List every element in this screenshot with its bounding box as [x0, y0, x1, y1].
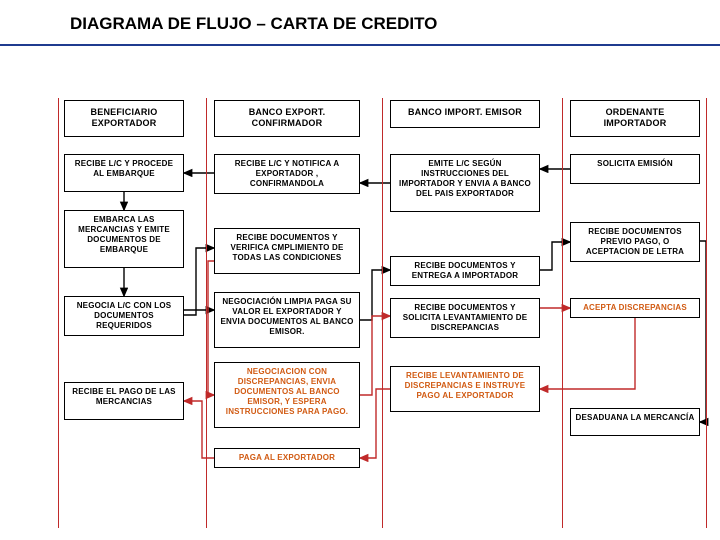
flow-node: RECIBE L/C Y PROCEDE AL EMBARQUE [64, 154, 184, 192]
column-header: BANCO IMPORT. EMISOR [390, 100, 540, 128]
flow-node: RECIBE DOCUMENTOS Y SOLICITA LEVANTAMIEN… [390, 298, 540, 338]
flow-node: NEGOCIACIÓN LIMPIA PAGA SU VALOR EL EXPO… [214, 292, 360, 348]
flow-node: RECIBE LEVANTAMIENTO DE DISCREPANCIAS E … [390, 366, 540, 412]
column-separator [58, 98, 59, 528]
flow-node: RECIBE DOCUMENTOS Y ENTREGA A IMPORTADOR [390, 256, 540, 286]
column-separator [382, 98, 383, 528]
flow-node: RECIBE DOCUMENTOS PREVIO PAGO, O ACEPTAC… [570, 222, 700, 262]
page-title: DIAGRAMA DE FLUJO – CARTA DE CREDITO [70, 14, 437, 34]
flow-node: EMBARCA LAS MERCANCIAS Y EMITE DOCUMENTO… [64, 210, 184, 268]
column-header: BENEFICIARIO EXPORTADOR [64, 100, 184, 137]
column-separator [562, 98, 563, 528]
column-separator [706, 98, 707, 528]
column-header: BANCO EXPORT. CONFIRMADOR [214, 100, 360, 137]
flow-node: NEGOCIA L/C CON LOS DOCUMENTOS REQUERIDO… [64, 296, 184, 336]
column-header: ORDENANTE IMPORTADOR [570, 100, 700, 137]
flow-node: NEGOCIACION CON DISCREPANCIAS, ENVIA DOC… [214, 362, 360, 428]
flow-diagram: BENEFICIARIO EXPORTADOR BANCO EXPORT. CON… [0, 98, 720, 538]
column-separator [206, 98, 207, 528]
flow-node: EMITE L/C SEGÚN INSTRUCCIONES DEL IMPORT… [390, 154, 540, 212]
flow-node: PAGA AL EXPORTADOR [214, 448, 360, 468]
flow-node: DESADUANA LA MERCANCÍA [570, 408, 700, 436]
flow-node: RECIBE L/C Y NOTIFICA A EXPORTADOR , CON… [214, 154, 360, 194]
flow-node: RECIBE EL PAGO DE LAS MERCANCIAS [64, 382, 184, 420]
flow-node: SOLICITA EMISIÓN [570, 154, 700, 184]
title-rule [0, 44, 720, 46]
flow-node: RECIBE DOCUMENTOS Y VERIFICA CMPLIMIENTO… [214, 228, 360, 274]
flow-node: ACEPTA DISCREPANCIAS [570, 298, 700, 318]
